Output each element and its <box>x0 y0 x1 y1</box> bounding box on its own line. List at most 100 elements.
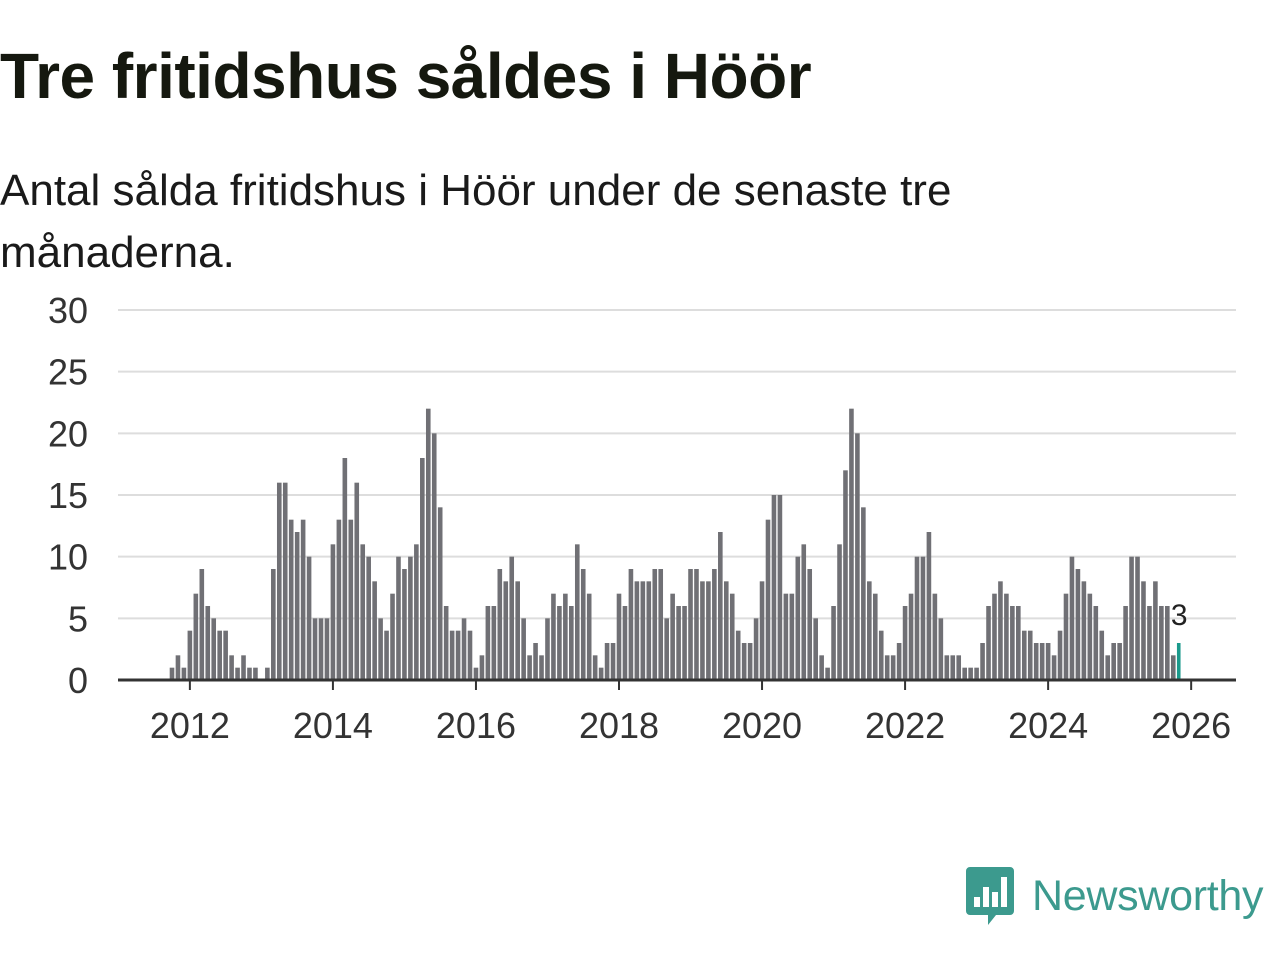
bar <box>437 507 443 680</box>
bar <box>1170 655 1176 680</box>
bar <box>634 581 640 680</box>
bar <box>1099 630 1105 680</box>
bar <box>241 655 246 680</box>
bar <box>777 495 783 680</box>
bar <box>992 593 997 680</box>
bar <box>205 606 211 680</box>
bar <box>1159 606 1164 680</box>
bar <box>1153 581 1158 680</box>
bar <box>908 593 914 680</box>
x-tick-label: 2026 <box>1151 705 1231 746</box>
bar <box>640 581 646 680</box>
bar <box>1021 630 1027 680</box>
bar <box>1129 556 1134 680</box>
bar <box>700 581 705 680</box>
bar <box>878 630 884 680</box>
bar <box>580 569 586 680</box>
bar <box>503 581 509 680</box>
bar <box>515 581 520 680</box>
bar <box>956 655 962 680</box>
bar <box>378 618 383 680</box>
bar <box>372 581 377 680</box>
bar <box>485 606 491 680</box>
bar <box>783 593 789 680</box>
bar <box>247 667 252 680</box>
bar <box>676 606 681 680</box>
bar <box>652 569 658 680</box>
bar <box>610 643 616 680</box>
bar <box>759 581 765 680</box>
bar <box>890 655 896 680</box>
bar <box>420 458 425 680</box>
bar <box>694 569 699 680</box>
bar <box>896 643 902 680</box>
bar <box>1141 581 1146 680</box>
bar <box>491 606 497 680</box>
bar <box>360 544 366 680</box>
bar <box>473 667 479 680</box>
newsworthy-logo[interactable]: Newsworthy <box>964 864 1263 928</box>
y-tick-label: 0 <box>68 660 88 701</box>
bar <box>795 556 801 680</box>
x-tick-label: 2014 <box>293 705 373 746</box>
bar <box>980 643 985 680</box>
bar <box>1033 643 1039 680</box>
bar <box>861 507 866 680</box>
bar <box>932 593 938 680</box>
bar <box>169 667 175 680</box>
bar <box>300 519 306 680</box>
bar <box>384 630 389 680</box>
bar <box>884 655 890 680</box>
bar <box>747 643 753 680</box>
bar <box>461 618 467 680</box>
bar <box>390 593 395 680</box>
bar <box>872 593 878 680</box>
bar <box>348 519 354 680</box>
bar <box>521 618 526 680</box>
y-tick-label: 20 <box>48 413 88 454</box>
bar <box>1010 606 1015 680</box>
bar-highlight <box>1176 643 1181 680</box>
bar <box>187 630 193 680</box>
bar <box>288 519 294 680</box>
bar <box>557 606 562 680</box>
bar <box>765 519 771 680</box>
bar <box>789 593 795 680</box>
bar <box>807 569 813 680</box>
bar <box>193 593 199 680</box>
bar <box>1004 593 1009 680</box>
bar <box>1123 606 1128 680</box>
bar <box>1147 606 1152 680</box>
bar <box>396 556 401 680</box>
x-tick-label: 2012 <box>150 705 230 746</box>
bar <box>443 606 449 680</box>
bar <box>425 408 431 680</box>
bar <box>664 618 669 680</box>
x-axis-labels: 2012 2014 2016 2018 2020 2022 2024 2026 <box>150 705 1231 746</box>
bar <box>813 618 818 680</box>
bar <box>449 630 455 680</box>
bar <box>723 581 729 680</box>
bar <box>199 569 205 680</box>
bar <box>586 593 592 680</box>
bar <box>354 482 360 680</box>
bar <box>1135 556 1140 680</box>
bar <box>1057 630 1063 680</box>
y-tick-label: 25 <box>48 352 88 393</box>
bar <box>598 667 604 680</box>
x-tick-label: 2022 <box>865 705 945 746</box>
y-tick-label: 10 <box>48 537 88 578</box>
bar <box>330 544 336 680</box>
bar <box>282 482 288 680</box>
bar <box>950 655 956 680</box>
bar <box>366 556 371 680</box>
bar <box>843 470 848 680</box>
bar <box>1051 655 1057 680</box>
bar <box>276 482 282 680</box>
bar <box>253 667 258 680</box>
bar <box>569 606 574 680</box>
bar-chart: 0 5 10 15 20 25 30 2012 2014 2016 2018 2020 2022 202… <box>48 290 1236 746</box>
x-tick-label: 2024 <box>1008 705 1088 746</box>
bar <box>1087 593 1093 680</box>
newsworthy-bar-chart-logo-icon <box>966 867 1014 925</box>
